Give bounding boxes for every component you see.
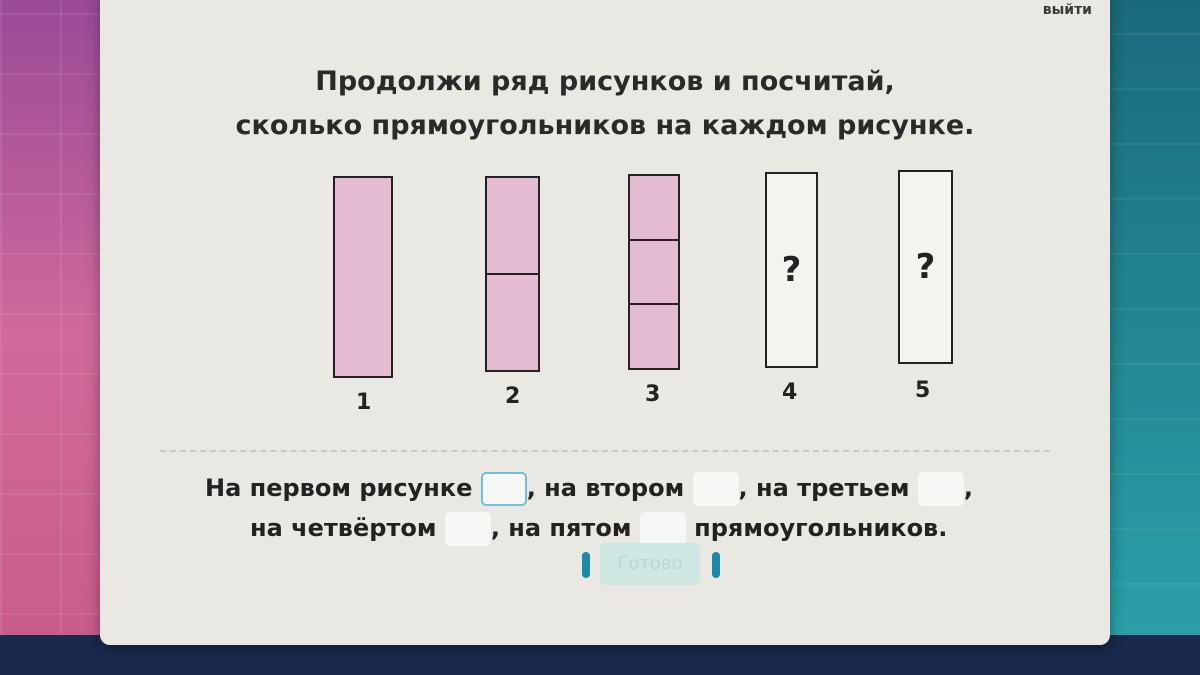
question-mark: ? bbox=[900, 172, 951, 362]
rectangle-segment bbox=[630, 176, 678, 239]
figure-label-2: 2 bbox=[505, 384, 521, 409]
answer-text: , на пятом bbox=[490, 514, 632, 542]
answer-input-2[interactable] bbox=[692, 472, 739, 506]
exercise-card: выйти Продолжи ряд рисунков и посчитай, … bbox=[100, 0, 1110, 645]
submit-button[interactable]: Готово bbox=[600, 543, 700, 585]
divider bbox=[160, 450, 1050, 452]
figure-2 bbox=[485, 176, 540, 372]
rectangle-segment bbox=[487, 273, 538, 370]
answer-input-4[interactable] bbox=[444, 512, 491, 546]
answer-text: , на втором bbox=[526, 474, 685, 502]
figure-1 bbox=[333, 176, 393, 378]
rectangle-segment bbox=[335, 178, 391, 376]
exit-button[interactable]: выйти bbox=[1042, 2, 1092, 18]
answer-line-1: На первом рисунке , на втором , на треть… bbox=[205, 472, 973, 506]
answer-input-5[interactable] bbox=[639, 512, 686, 546]
figure-5: ? bbox=[898, 170, 953, 364]
rectangle-segment bbox=[630, 238, 678, 304]
button-left-ornament bbox=[582, 552, 590, 578]
answer-text: , на третьем bbox=[738, 474, 910, 502]
title-line-2: сколько прямоугольников на каждом рисунк… bbox=[235, 110, 975, 141]
button-right-ornament bbox=[712, 552, 720, 578]
figure-label-4: 4 bbox=[782, 380, 798, 405]
answer-text: на четвёртом bbox=[250, 514, 437, 542]
question-mark: ? bbox=[767, 174, 816, 366]
figure-label-5: 5 bbox=[915, 378, 931, 403]
rectangle-segment bbox=[630, 303, 678, 369]
figure-label-1: 1 bbox=[356, 390, 372, 415]
task-title: Продолжи ряд рисунков и посчитай, скольк… bbox=[100, 60, 1110, 148]
figure-3 bbox=[628, 174, 680, 370]
answer-line-2: на четвёртом , на пятом прямоугольников. bbox=[250, 512, 947, 546]
rectangle-segment bbox=[487, 178, 538, 273]
figure-4: ? bbox=[765, 172, 818, 368]
title-line-1: Продолжи ряд рисунков и посчитай, bbox=[315, 66, 895, 97]
answer-input-1[interactable] bbox=[480, 472, 527, 506]
answer-text: На первом рисунке bbox=[205, 474, 473, 502]
answer-input-3[interactable] bbox=[917, 472, 964, 506]
answer-text: прямоугольников. bbox=[694, 514, 948, 542]
figure-label-3: 3 bbox=[645, 382, 661, 407]
answer-text: , bbox=[963, 474, 973, 502]
